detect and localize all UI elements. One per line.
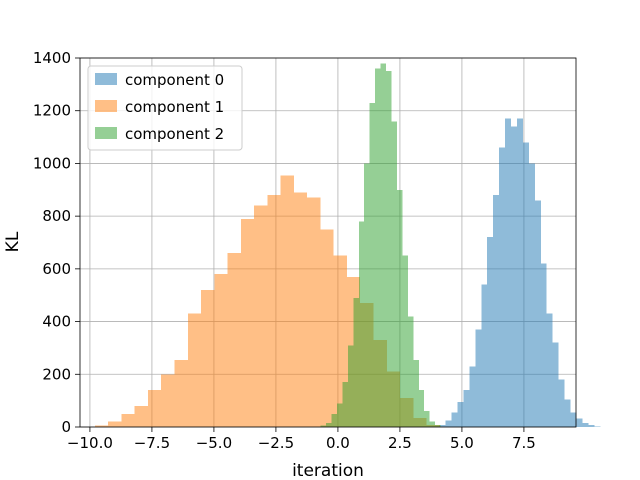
- histogram-bar: [240, 218, 255, 427]
- y-tick-label: 600: [42, 260, 71, 278]
- histogram-bar: [534, 200, 541, 427]
- histogram-bar: [307, 197, 321, 427]
- histogram-bar: [358, 221, 365, 427]
- histogram-bar: [451, 412, 458, 427]
- x-tick-label: −5.0: [196, 434, 232, 452]
- histogram-bar: [558, 379, 565, 427]
- histogram-bar: [445, 420, 452, 427]
- histogram-bar: [326, 423, 332, 427]
- histogram-bar: [94, 425, 109, 427]
- y-tick-label: 0: [61, 418, 71, 436]
- histogram-bar: [331, 413, 337, 427]
- histogram-bar: [435, 424, 441, 427]
- histogram-bar: [380, 63, 387, 428]
- histogram-bar: [487, 237, 494, 427]
- histogram-bar: [254, 205, 268, 427]
- x-tick-label: −10.0: [67, 434, 113, 452]
- histogram-bar: [375, 68, 381, 428]
- histogram-bar: [280, 175, 294, 427]
- histogram-bar: [293, 192, 308, 427]
- histogram-bar: [320, 425, 327, 427]
- histogram-bar: [187, 313, 202, 427]
- histogram-bar: [320, 229, 334, 427]
- histogram-bar: [161, 374, 175, 427]
- legend: component 0 component 1 component 2: [87, 65, 243, 151]
- histogram-bar: [108, 421, 122, 427]
- histogram-bar: [522, 142, 529, 428]
- histogram-bar: [505, 118, 512, 427]
- histogram-bar: [407, 316, 414, 427]
- histogram-bar: [413, 359, 419, 427]
- histogram-bar: [201, 289, 215, 427]
- y-tick-label: 1000: [33, 154, 71, 172]
- legend-label-component-2: component 2: [125, 125, 224, 143]
- histogram-bar: [576, 418, 583, 427]
- histogram-bar: [353, 297, 359, 427]
- histogram-bar: [424, 411, 430, 427]
- histogram-bar: [457, 401, 464, 427]
- histogram-bar: [418, 390, 425, 427]
- histogram-bar: [439, 425, 446, 427]
- histogram-bar: [594, 426, 601, 427]
- y-axis-label: KL: [3, 231, 23, 252]
- series-0: [439, 118, 601, 428]
- x-tick-label: 0.0: [326, 434, 350, 452]
- histogram-bar: [511, 126, 517, 428]
- x-tick-label: −2.5: [258, 434, 294, 452]
- histogram-bar: [342, 382, 348, 427]
- y-tick-label: 1200: [33, 102, 71, 120]
- histogram-bar: [469, 366, 476, 427]
- histogram-bar: [147, 390, 162, 427]
- histogram-bar: [396, 189, 403, 427]
- histogram-bar: [134, 405, 148, 427]
- y-tick-label: 800: [42, 207, 71, 225]
- histogram-bar: [174, 359, 188, 427]
- histogram-bar: [475, 329, 482, 427]
- x-tick-label: 2.5: [388, 434, 412, 452]
- x-tick-label: −7.5: [134, 434, 170, 452]
- histogram-bar: [402, 255, 408, 427]
- axis-ticks: −10.0 −7.5 −5.0 −2.5 0.0 2.5 5.0 7.5 0 200 400 600 8…: [33, 49, 536, 452]
- histogram-bars: [94, 63, 601, 428]
- histogram-bar: [570, 412, 577, 427]
- histogram-bar: [499, 147, 506, 427]
- y-tick-label: 1400: [33, 49, 71, 67]
- histogram-bar: [369, 102, 376, 428]
- plot-area-frame: [79, 57, 577, 428]
- histogram-bar: [267, 195, 281, 427]
- histogram-bar: [227, 253, 241, 427]
- legend-frame: [87, 65, 243, 151]
- histogram-bar: [121, 413, 135, 427]
- histogram-bar: [336, 403, 343, 427]
- histogram-bar: [386, 71, 392, 427]
- histogram-bar: [528, 163, 535, 427]
- y-tick-label: 400: [42, 313, 71, 331]
- x-tick-label: 7.5: [512, 434, 536, 452]
- histogram-bar: [429, 421, 436, 427]
- histogram-bar: [347, 345, 354, 427]
- histogram-bar: [564, 399, 571, 427]
- histogram-bar: [364, 163, 370, 427]
- series-2: [320, 63, 441, 428]
- y-tick-label: 200: [42, 365, 71, 383]
- histogram-bar: [516, 118, 523, 427]
- histogram-bar: [546, 313, 553, 427]
- histogram-bar: [391, 121, 397, 427]
- legend-swatch-component-1: [95, 100, 117, 112]
- histogram-bar: [463, 390, 470, 427]
- histogram-bar: [540, 263, 547, 427]
- histogram-bar: [552, 342, 559, 427]
- x-axis-label: iteration: [292, 461, 364, 480]
- legend-label-component-0: component 0: [125, 71, 224, 89]
- histogram-bar: [588, 425, 595, 427]
- legend-label-component-1: component 1: [125, 98, 224, 116]
- legend-swatch-component-0: [95, 73, 117, 85]
- histogram-bar: [582, 423, 589, 427]
- histogram-bar: [481, 284, 488, 427]
- histogram-bar: [493, 195, 500, 427]
- histogram-bar: [214, 274, 228, 427]
- legend-swatch-component-2: [95, 127, 117, 139]
- x-tick-label: 5.0: [450, 434, 474, 452]
